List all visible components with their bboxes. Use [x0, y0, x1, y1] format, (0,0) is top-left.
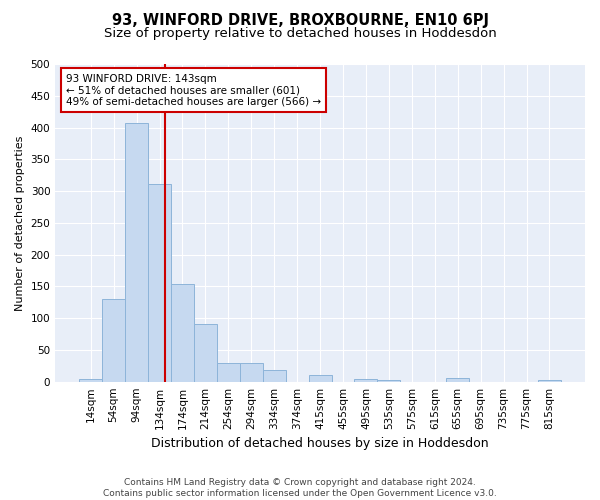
Bar	[171, 284, 194, 382]
Text: Contains HM Land Registry data © Crown copyright and database right 2024.
Contai: Contains HM Land Registry data © Crown c…	[103, 478, 497, 498]
Bar	[240, 364, 263, 382]
Bar	[194, 324, 217, 382]
Bar	[446, 378, 469, 382]
Bar	[308, 374, 332, 382]
Text: Size of property relative to detached houses in Hoddesdon: Size of property relative to detached ho…	[104, 28, 496, 40]
Bar	[79, 378, 102, 382]
Bar	[377, 380, 400, 382]
Bar	[355, 378, 377, 382]
Bar	[148, 184, 171, 382]
X-axis label: Distribution of detached houses by size in Hoddesdon: Distribution of detached houses by size …	[151, 437, 489, 450]
Y-axis label: Number of detached properties: Number of detached properties	[15, 135, 25, 310]
Bar	[125, 123, 148, 382]
Bar	[263, 370, 286, 382]
Text: 93, WINFORD DRIVE, BROXBOURNE, EN10 6PJ: 93, WINFORD DRIVE, BROXBOURNE, EN10 6PJ	[112, 12, 488, 28]
Bar	[538, 380, 561, 382]
Text: 93 WINFORD DRIVE: 143sqm
← 51% of detached houses are smaller (601)
49% of semi-: 93 WINFORD DRIVE: 143sqm ← 51% of detach…	[66, 74, 321, 106]
Bar	[102, 299, 125, 382]
Bar	[217, 364, 240, 382]
